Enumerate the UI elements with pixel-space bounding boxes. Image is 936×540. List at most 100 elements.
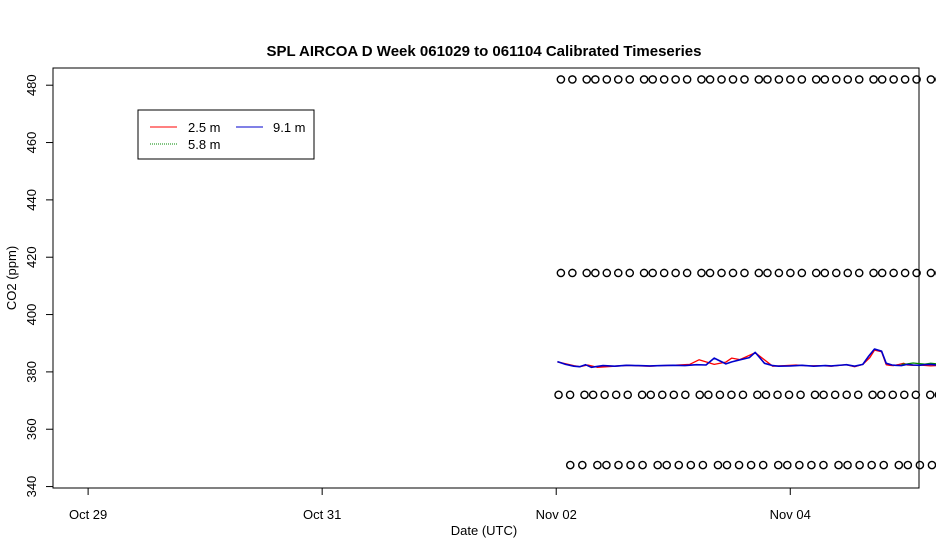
cal-marker (588, 390, 598, 400)
cal-marker (580, 390, 589, 400)
cal-marker (819, 460, 828, 470)
cal-marker (682, 75, 692, 84)
cal-marker (784, 390, 794, 400)
cal-marker (796, 390, 805, 400)
cal-marker (811, 268, 821, 278)
lines-layer (557, 348, 936, 369)
x-axis-label: Date (UTC) (451, 523, 517, 538)
cal-marker (717, 268, 726, 278)
cal-marker (602, 460, 611, 470)
cal-marker (704, 390, 713, 400)
cal-marker (659, 268, 669, 278)
y-tick-label: 400 (24, 304, 39, 326)
series-line-91m (557, 348, 936, 369)
cal-marker (855, 460, 864, 470)
cal-marker (695, 390, 705, 400)
cal-marker (638, 460, 647, 470)
cal-marker (903, 460, 913, 470)
chart-title: SPL AIRCOA D Week 061029 to 061104 Calib… (267, 43, 702, 60)
y-tick-label: 380 (24, 361, 39, 383)
plot-frame (52, 67, 920, 489)
cal-marker (853, 390, 863, 400)
cal-marker (565, 390, 575, 400)
cal-marker (797, 75, 807, 84)
series-line-58m (901, 362, 936, 366)
cal-marker (582, 75, 592, 84)
cal-marker (669, 390, 679, 400)
cal-marker (925, 390, 935, 400)
y-tick-label: 340 (24, 476, 39, 498)
cal-marker (795, 460, 804, 470)
cal-marker (623, 390, 633, 400)
cal-marker (578, 460, 587, 470)
x-tick-label: Nov 02 (536, 507, 577, 522)
cal-marker (728, 75, 738, 84)
y-axis-label: CO2 (ppm) (4, 246, 19, 310)
cal-marker (843, 75, 853, 84)
legend-label-2-5m: 2.5 m (188, 120, 221, 135)
cal-marker (915, 460, 925, 470)
cal-marker (786, 75, 795, 84)
x-tick-label: Nov 04 (770, 507, 811, 522)
y-tick-label: 460 (24, 132, 39, 154)
cal-marker (753, 390, 762, 400)
cal-marker (889, 75, 898, 84)
cal-marker (754, 268, 764, 278)
cal-marker (728, 268, 738, 278)
cal-marker (843, 460, 852, 470)
cal-marker (614, 460, 623, 470)
cal-marker (807, 460, 816, 470)
cal-marker (774, 268, 784, 278)
cal-marker (773, 390, 782, 400)
x-tick-label: Oct 29 (69, 507, 107, 522)
cal-marker (698, 460, 708, 470)
cal-marker (842, 390, 851, 400)
markers-layer (554, 75, 936, 470)
axes-layer: Oct 29 Oct 31 Nov 02 Nov 04 340 360 380 400 420 4… (24, 74, 811, 522)
cal-marker (613, 268, 623, 278)
cal-marker (811, 75, 821, 84)
cal-marker (681, 390, 690, 400)
cal-marker (911, 390, 921, 400)
cal-marker (819, 390, 828, 400)
cal-marker (758, 460, 768, 470)
cal-marker (934, 391, 936, 399)
cal-marker (682, 268, 692, 278)
cal-marker (626, 460, 635, 470)
cal-marker (831, 268, 841, 278)
cal-marker (926, 268, 936, 278)
cal-marker (648, 75, 657, 84)
cal-marker (867, 460, 876, 470)
cal-marker (697, 75, 706, 84)
cal-marker (591, 75, 600, 84)
legend: 2.5 m 5.8 m 9.1 m (137, 109, 315, 160)
cal-marker (556, 75, 566, 84)
cal-marker (876, 390, 886, 400)
cal-marker (877, 75, 887, 84)
cal-marker (582, 268, 592, 278)
cal-marker (554, 390, 563, 400)
cal-marker (912, 268, 921, 278)
cal-marker (602, 75, 612, 84)
cal-marker (657, 390, 667, 400)
cal-marker (565, 460, 575, 470)
cal-marker (613, 75, 623, 84)
cal-marker (888, 390, 898, 400)
cal-marker (879, 460, 889, 470)
cal-marker (593, 460, 602, 470)
cal-marker (639, 268, 649, 278)
cal-marker (734, 460, 744, 470)
cal-marker (774, 75, 784, 84)
cal-marker (900, 75, 910, 84)
cal-marker (746, 460, 756, 470)
cal-marker (674, 460, 684, 470)
cal-marker (713, 460, 723, 470)
cal-marker (602, 268, 612, 278)
y-tick-label: 440 (24, 189, 39, 211)
cal-marker (854, 268, 864, 278)
cal-marker (899, 390, 909, 400)
cal-marker (877, 268, 887, 278)
cal-marker (671, 75, 680, 84)
cal-marker (646, 390, 656, 400)
